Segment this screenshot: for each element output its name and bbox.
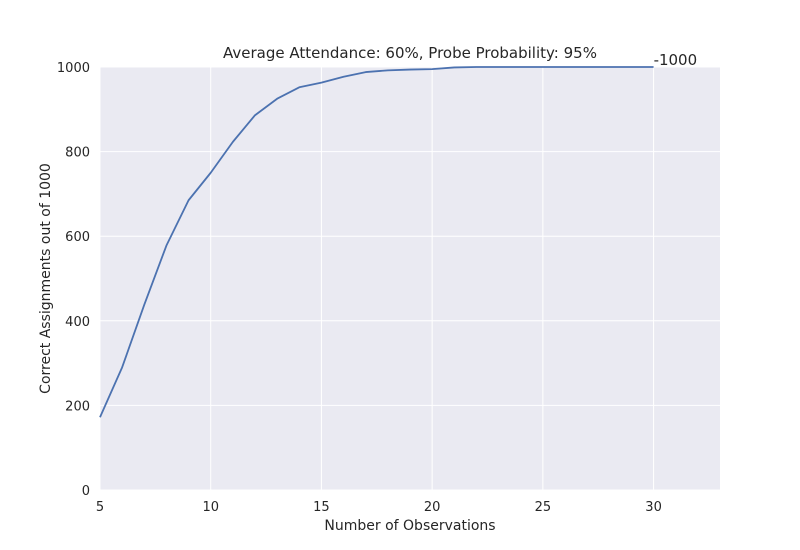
y-tick-label: 600: [65, 230, 90, 245]
x-tick-label: 20: [424, 500, 441, 515]
x-tick-label: 5: [96, 500, 104, 515]
x-tick-label: 30: [645, 500, 662, 515]
x-tick-label: 10: [202, 500, 219, 515]
grid: [99, 66, 720, 491]
y-tick-label: 400: [65, 315, 90, 330]
x-tick-label: 15: [313, 500, 330, 515]
y-tick-label: 200: [65, 399, 90, 414]
x-axis-label: Number of Observations: [324, 518, 495, 534]
tick-labels: 5 10 15 20 25 30 0 200 400 600 800 1000: [57, 61, 662, 515]
y-tick-label: 800: [65, 146, 90, 161]
y-tick-label: 0: [82, 484, 90, 499]
y-axis-label: Correct Assignments out of 1000: [38, 163, 54, 394]
chart-title: Average Attendance: 60%, Probe Probabili…: [223, 44, 597, 62]
plot-area: [100, 67, 720, 490]
annotation-label: -1000: [654, 51, 698, 69]
x-tick-label: 25: [535, 500, 552, 515]
y-tick-label: 1000: [57, 61, 90, 76]
series-marks: [99, 66, 654, 418]
series-line: [99, 66, 654, 418]
